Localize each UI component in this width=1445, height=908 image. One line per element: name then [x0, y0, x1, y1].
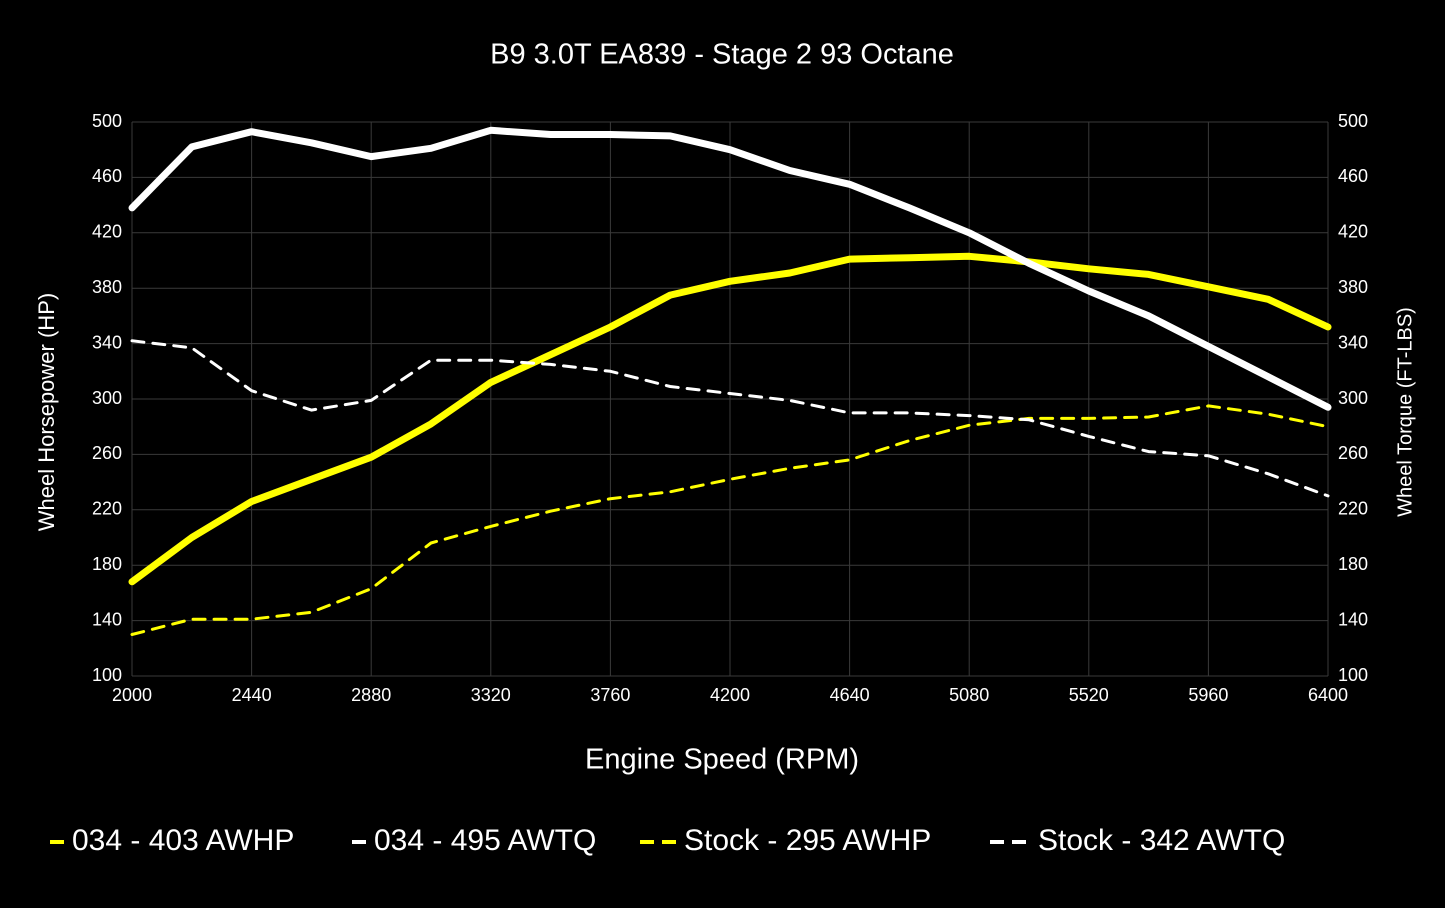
y-tick-label: 260 — [92, 443, 122, 463]
x-tick-label: 2000 — [112, 685, 152, 705]
chart-title: B9 3.0T EA839 - Stage 2 93 Octane — [490, 39, 954, 71]
x-tick-label: 4200 — [710, 685, 750, 705]
x-tick-label: 3760 — [590, 685, 630, 705]
y2-tick-label: 100 — [1338, 665, 1368, 685]
y-tick-label: 140 — [92, 609, 122, 629]
x-tick-label: 5960 — [1188, 685, 1228, 705]
x-tick-label: 5520 — [1069, 685, 1109, 705]
x-tick-label: 5080 — [949, 685, 989, 705]
y2-axis-label: Wheel Torque (FT-LBS) — [1394, 307, 1416, 517]
series-line — [130, 404, 1330, 636]
y2-tick-label: 300 — [1338, 388, 1368, 408]
y-tick-label: 100 — [92, 665, 122, 685]
series-line — [128, 252, 1332, 586]
legend-label: 034 - 495 AWTQ — [374, 824, 596, 857]
y-tick-label: 300 — [92, 388, 122, 408]
x-tick-label: 4640 — [830, 685, 870, 705]
y2-tick-label: 260 — [1338, 443, 1368, 463]
x-tick-label: 2880 — [351, 685, 391, 705]
x-axis-label: Engine Speed (RPM) — [585, 744, 859, 776]
y-tick-label: 220 — [92, 499, 122, 519]
x-tick-label: 6400 — [1308, 685, 1348, 705]
y2-tick-label: 460 — [1338, 166, 1368, 186]
y2-tick-label: 420 — [1338, 222, 1368, 242]
y2-tick-label: 500 — [1338, 111, 1368, 131]
legend-label: Stock - 342 AWTQ — [1038, 824, 1285, 857]
legend-label: Stock - 295 AWHP — [684, 824, 931, 857]
y-tick-label: 420 — [92, 222, 122, 242]
y-axis-label: Wheel Horsepower (HP) — [34, 293, 59, 531]
y2-tick-label: 180 — [1338, 554, 1368, 574]
y-tick-label: 500 — [92, 111, 122, 131]
y2-tick-label: 380 — [1338, 277, 1368, 297]
legend-label: 034 - 403 AWHP — [72, 824, 294, 857]
x-tick-label: 3320 — [471, 685, 511, 705]
x-tick-label: 2440 — [232, 685, 272, 705]
y-tick-label: 340 — [92, 332, 122, 352]
y2-tick-label: 140 — [1338, 609, 1368, 629]
y2-tick-label: 340 — [1338, 332, 1368, 352]
y2-tick-label: 220 — [1338, 499, 1368, 519]
y-tick-label: 380 — [92, 277, 122, 297]
y-tick-label: 460 — [92, 166, 122, 186]
series-line — [128, 126, 1332, 411]
series-line — [130, 339, 1330, 498]
y-tick-label: 180 — [92, 554, 122, 574]
